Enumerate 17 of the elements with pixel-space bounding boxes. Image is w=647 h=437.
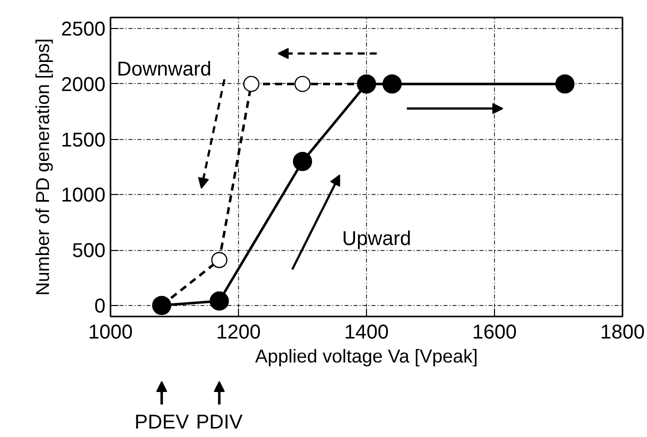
x-tick-label: 1000 xyxy=(88,322,133,344)
annotation: Upward xyxy=(342,228,412,250)
text: PDIV xyxy=(196,412,244,434)
y-tick-label: 2000 xyxy=(61,74,106,96)
y-tick-label: 2500 xyxy=(61,18,106,41)
annotation: Downward xyxy=(116,58,212,81)
x-tick-label: 1200 xyxy=(216,322,261,344)
y-tick-label: 500 xyxy=(72,240,106,262)
y-tick-label: 0 xyxy=(94,295,106,318)
x-tick-label: 1800 xyxy=(600,322,645,344)
x-axis-title: Applied voltage Va [Vpeak] xyxy=(255,346,478,366)
y-tick-label: 1000 xyxy=(61,184,106,207)
y-tick-label: 1500 xyxy=(61,129,106,152)
text: PDEV xyxy=(134,412,190,434)
x-tick-label: 1400 xyxy=(344,322,389,344)
y-axis-title: Number of PD generation [pps] xyxy=(32,38,54,296)
x-tick-label: 1600 xyxy=(472,322,517,344)
